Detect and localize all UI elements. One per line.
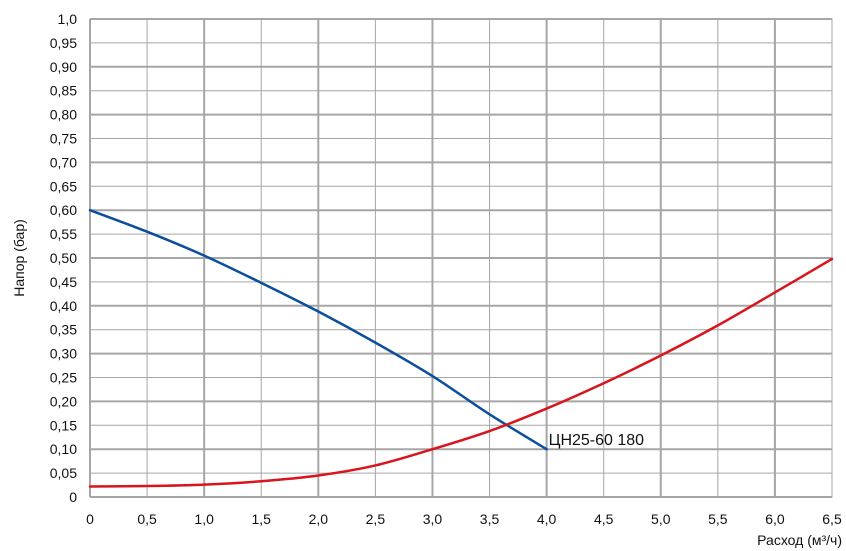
series-annotation-label: ЦН25-60 180 bbox=[549, 432, 645, 449]
y-tick-label: 0,50 bbox=[50, 250, 77, 266]
x-tick-label: 4,5 bbox=[594, 511, 614, 527]
x-tick-label: 6,0 bbox=[765, 511, 785, 527]
x-tick-label: 1,5 bbox=[251, 511, 271, 527]
x-tick-label: 3,0 bbox=[423, 511, 443, 527]
y-tick-label: 0,25 bbox=[50, 370, 77, 386]
y-axis-label: Напор (бар) bbox=[11, 219, 27, 297]
y-tick-label: 0,75 bbox=[50, 131, 77, 147]
x-tick-label: 3,5 bbox=[480, 511, 500, 527]
x-tick-label: 4,0 bbox=[537, 511, 557, 527]
y-tick-label: 0,85 bbox=[50, 83, 77, 99]
x-tick-labels: 0 0,5 1,0 1,5 2,0 2,5 3,0 3,5 4,0 4,5 5,0 5,5 6,0 6,5 bbox=[86, 511, 842, 527]
grid bbox=[89, 18, 833, 498]
y-tick-label: 0,05 bbox=[50, 465, 77, 481]
x-tick-label: 5,0 bbox=[651, 511, 671, 527]
y-tick-label: 0,95 bbox=[50, 35, 77, 51]
x-tick-label: 5,5 bbox=[708, 511, 728, 527]
y-tick-label: 0,30 bbox=[50, 346, 77, 362]
y-tick-labels: 0 0,05 0,10 0,15 0,20 0,25 0,30 0,35 0,40 0,45 0,5… bbox=[50, 11, 77, 505]
series-line-0 bbox=[88, 208, 548, 451]
x-axis-label: Расход (м³/ч) bbox=[757, 532, 842, 548]
x-tick-label: 1,0 bbox=[194, 511, 214, 527]
y-tick-label: 0,35 bbox=[50, 322, 77, 338]
y-tick-label: 0,40 bbox=[50, 298, 77, 314]
x-tick-label: 2,5 bbox=[366, 511, 386, 527]
x-tick-label: 0 bbox=[86, 511, 94, 527]
y-tick-label: 0,15 bbox=[50, 417, 77, 433]
x-tick-label: 0,5 bbox=[137, 511, 157, 527]
y-tick-label: 0,55 bbox=[50, 226, 77, 242]
x-tick-label: 2,0 bbox=[309, 511, 329, 527]
y-tick-label: 0,65 bbox=[50, 178, 77, 194]
y-tick-label: 0,80 bbox=[50, 107, 77, 123]
y-tick-label: 0,70 bbox=[50, 154, 77, 170]
y-tick-label: 0,45 bbox=[50, 274, 77, 290]
y-tick-label: 0,10 bbox=[50, 441, 77, 457]
series-lines bbox=[88, 208, 834, 488]
y-tick-label: 1,0 bbox=[58, 11, 78, 27]
y-tick-label: 0,20 bbox=[50, 393, 77, 409]
y-tick-label: 0,90 bbox=[50, 59, 77, 75]
annotations: ЦН25-60 180 bbox=[549, 432, 645, 449]
x-tick-label: 6,5 bbox=[822, 511, 842, 527]
series-line-1 bbox=[88, 257, 834, 488]
y-tick-label: 0 bbox=[69, 489, 77, 505]
y-tick-label: 0,60 bbox=[50, 202, 77, 218]
